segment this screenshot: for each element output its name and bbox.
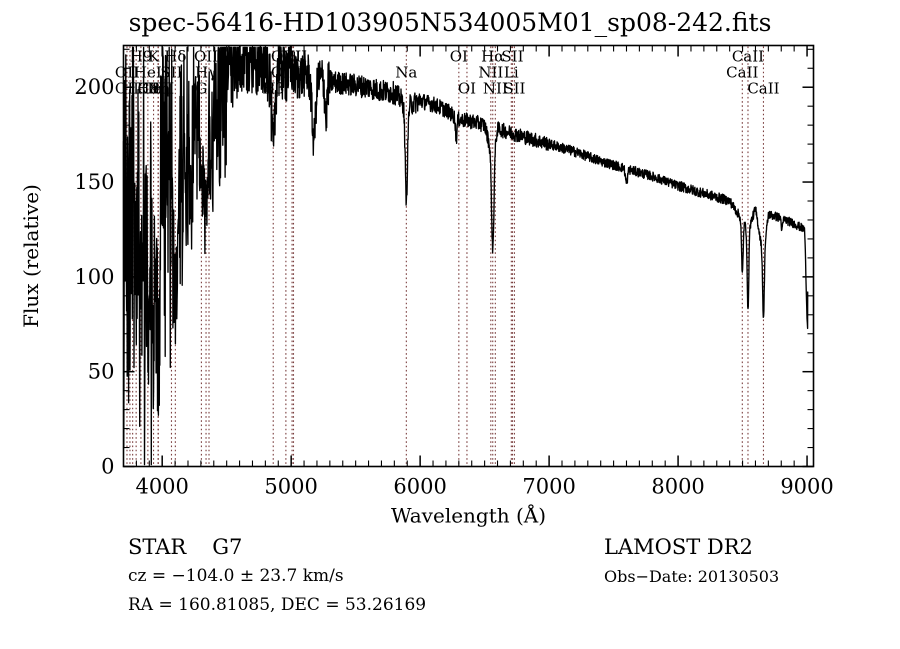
line-label: CaII xyxy=(726,64,758,82)
line-label: CaII xyxy=(142,80,174,98)
line-label: H8 xyxy=(137,80,160,98)
line-label: OIII xyxy=(194,48,224,66)
footer-right-block: LAMOST DR2 Obs−Date: 20130503 xyxy=(604,532,894,591)
line-label: OIII xyxy=(277,48,307,66)
line-label: CaII xyxy=(732,48,764,66)
line-label: Hα xyxy=(481,48,504,66)
line-label: HeI xyxy=(134,64,162,82)
x-tick-label: 9000 xyxy=(780,475,833,499)
y-tick-label: 200 xyxy=(74,75,114,99)
line-label: Hδ xyxy=(164,48,186,66)
x-tick-label: 4000 xyxy=(135,475,188,499)
x-axis-title: Wavelength (Å) xyxy=(391,503,546,528)
object-class-line: STAR G7 xyxy=(128,532,588,562)
y-tick-label: 50 xyxy=(88,360,115,384)
line-label: NII xyxy=(478,64,503,82)
line-label: G xyxy=(195,80,207,98)
line-label: Li xyxy=(504,64,519,82)
footer-left-block: STAR G7 cz = −104.0 ± 23.7 km/s RA = 160.… xyxy=(128,532,588,620)
line-label: SII xyxy=(503,80,525,98)
line-label: Hβ xyxy=(262,80,284,98)
x-tick-label: 8000 xyxy=(651,475,704,499)
x-tick-label: 5000 xyxy=(264,475,317,499)
line-label: H9 xyxy=(130,48,153,66)
redshift-line: cz = −104.0 ± 23.7 km/s xyxy=(128,566,344,586)
x-tick-label: 6000 xyxy=(393,475,446,499)
x-tick-label: 7000 xyxy=(522,475,575,499)
y-axis-title: Flux (relative) xyxy=(19,184,43,328)
line-label: Hη xyxy=(147,80,169,98)
line-label: K xyxy=(148,48,160,66)
object-type: STAR xyxy=(128,535,187,559)
line-label: OII xyxy=(115,64,139,82)
figure-title: spec-56416-HD103905N534005M01_sp08-242.f… xyxy=(128,8,772,37)
line-label: Na xyxy=(395,64,417,82)
line-label: CaII xyxy=(138,80,170,98)
line-label: OIII xyxy=(271,64,301,82)
y-tick-label: 0 xyxy=(101,455,114,479)
line-label: SII xyxy=(501,48,523,66)
line-label: H xyxy=(152,80,165,98)
line-label: Hγ xyxy=(195,64,217,82)
y-tick-label: 150 xyxy=(74,170,114,194)
line-label: CaII xyxy=(747,80,779,98)
line-label: OIII xyxy=(271,48,301,66)
line-label: NII xyxy=(483,80,508,98)
spectrum-curve xyxy=(122,45,809,466)
line-label: OII xyxy=(115,80,139,98)
line-label: OI xyxy=(458,80,476,98)
line-label: OI xyxy=(450,48,468,66)
survey-name: LAMOST DR2 xyxy=(604,535,753,559)
coordinates-line: RA = 160.81085, DEC = 53.26169 xyxy=(128,595,427,615)
line-label: SII xyxy=(160,64,182,82)
y-tick-label: 100 xyxy=(74,265,114,289)
plot-frame xyxy=(122,44,815,468)
obs-date-line: Obs−Date: 20130503 xyxy=(604,567,780,586)
spectral-class: G7 xyxy=(212,535,243,559)
